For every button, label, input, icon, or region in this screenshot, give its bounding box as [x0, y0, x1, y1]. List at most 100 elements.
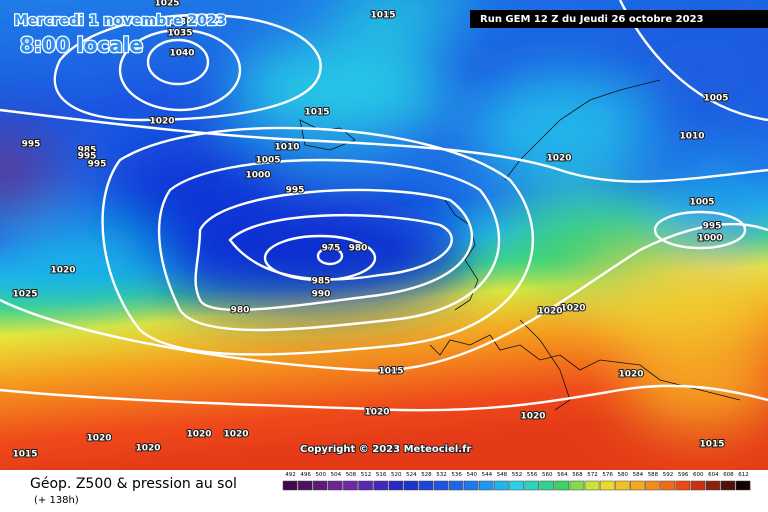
- isobar-label: 1020: [537, 307, 562, 317]
- run-box: [470, 10, 768, 28]
- isobar-label: 1030: [167, 18, 192, 28]
- scale-label: 548: [497, 472, 508, 478]
- isobar-label: 1000: [697, 234, 722, 244]
- isobar-label: 1020: [149, 117, 174, 127]
- isobar-label: 1005: [255, 156, 280, 166]
- scale-swatch: [614, 480, 630, 491]
- isobar-label: 1020: [520, 412, 545, 422]
- isobar-label: 1035: [167, 29, 192, 39]
- scale-swatch: [630, 480, 645, 491]
- scale-label: 604: [708, 472, 719, 478]
- isobar-label: 1010: [274, 143, 299, 153]
- isobar-label: 1025: [12, 290, 37, 300]
- scale-swatch: [645, 480, 660, 491]
- scale-label: 524: [406, 472, 417, 478]
- scale-label: 556: [527, 472, 538, 478]
- scale-label: 600: [693, 472, 704, 478]
- isobar-label: 980: [349, 244, 368, 254]
- scale-label: 544: [482, 472, 493, 478]
- isobar-label: 1020: [86, 434, 111, 444]
- scale-swatch: [735, 480, 751, 491]
- isobar-label: 995: [22, 140, 41, 150]
- scale-swatch: [433, 480, 449, 491]
- color-scale: 492 496 500 504 508 512 516 520 524 528 532 536 540 5…: [282, 472, 751, 491]
- scale-swatch: [463, 480, 479, 491]
- scale-label: 576: [602, 472, 613, 478]
- scale-label: 592: [663, 472, 674, 478]
- isobar-label: 985: [312, 277, 331, 287]
- scale-swatch: [312, 480, 328, 491]
- isobar-label: 995: [78, 152, 97, 162]
- scale-label: 612: [738, 472, 749, 478]
- scale-swatch: [343, 480, 358, 491]
- legend-bar: [0, 470, 768, 512]
- scale-label: 500: [316, 472, 327, 478]
- isobar-label: 1020: [546, 154, 571, 164]
- scale-swatch: [494, 480, 509, 491]
- copyright: Copyright © 2023 Meteociel.fr: [300, 444, 471, 455]
- isobar-label: 1015: [370, 11, 395, 21]
- scale-swatch: [660, 480, 675, 491]
- scale-label: 596: [678, 472, 689, 478]
- isobar-label: 995: [88, 160, 107, 170]
- scale-swatch: [675, 480, 690, 491]
- scale-swatch: [282, 480, 298, 491]
- legend-title: Géop. Z500 & pression au sol: [30, 476, 237, 492]
- scale-label: 552: [512, 472, 523, 478]
- isobar-label: 1010: [679, 132, 704, 142]
- scale-label: 536: [451, 472, 462, 478]
- scale-label: 564: [557, 472, 568, 478]
- isobar-label: 1005: [689, 198, 714, 208]
- forecast-date: Mercredi 1 novembre 2023: [14, 13, 226, 29]
- isobar-label: 1015: [304, 108, 329, 118]
- scale-label: 520: [391, 472, 402, 478]
- scale-swatch: [448, 480, 464, 491]
- isobar-label: 990: [312, 290, 331, 300]
- scale-swatch: [720, 480, 736, 491]
- scale-swatch: [539, 480, 555, 491]
- isobar-label: 995: [703, 222, 722, 232]
- isobar-label: 1000: [245, 171, 270, 181]
- isobar-label: 1020: [135, 444, 160, 454]
- scale-label: 608: [723, 472, 734, 478]
- scale-swatch: [388, 480, 404, 491]
- isobar-label: 1015: [378, 367, 403, 377]
- scale-swatch: [705, 480, 721, 491]
- scale-swatch: [373, 480, 388, 491]
- isobar-label: 1020: [50, 266, 75, 276]
- isobar-label: 1005: [703, 94, 728, 104]
- isobars: [0, 0, 768, 410]
- isobar-label: 1020: [364, 408, 389, 418]
- forecast-time: 8:00 locale: [20, 33, 143, 57]
- scale-label: 504: [331, 472, 342, 478]
- scale-swatch: [328, 480, 343, 491]
- scale-label: 540: [467, 472, 478, 478]
- scale-swatch: [584, 480, 600, 491]
- scale-label: 532: [436, 472, 447, 478]
- isobar-label: 1020: [186, 430, 211, 440]
- scale-swatch: [554, 480, 570, 491]
- map-background: [0, 0, 768, 470]
- scale-swatch: [509, 480, 524, 491]
- isobar-label: 980: [231, 306, 250, 316]
- isobar-label: 1020: [560, 304, 585, 314]
- isobar-label: 1040: [169, 49, 194, 59]
- scale-swatch: [297, 480, 313, 491]
- legend-lead: (+ 138h): [34, 495, 79, 506]
- scale-swatch: [403, 480, 419, 491]
- scale-swatch: [569, 480, 585, 491]
- run-info: Run GEM 12 Z du Jeudi 26 octobre 2023: [480, 14, 704, 25]
- isobar-label: 1015: [12, 450, 37, 460]
- scale-swatch: [690, 480, 706, 491]
- scale-label: 516: [376, 472, 387, 478]
- scale-label: 560: [542, 472, 553, 478]
- scale-label: 528: [421, 472, 432, 478]
- scale-label: 492: [285, 472, 296, 478]
- scale-label: 580: [618, 472, 629, 478]
- scale-label: 496: [300, 472, 311, 478]
- isobar-label: 1025: [154, 0, 179, 9]
- scale-label: 588: [648, 472, 659, 478]
- scale-swatch: [418, 480, 434, 491]
